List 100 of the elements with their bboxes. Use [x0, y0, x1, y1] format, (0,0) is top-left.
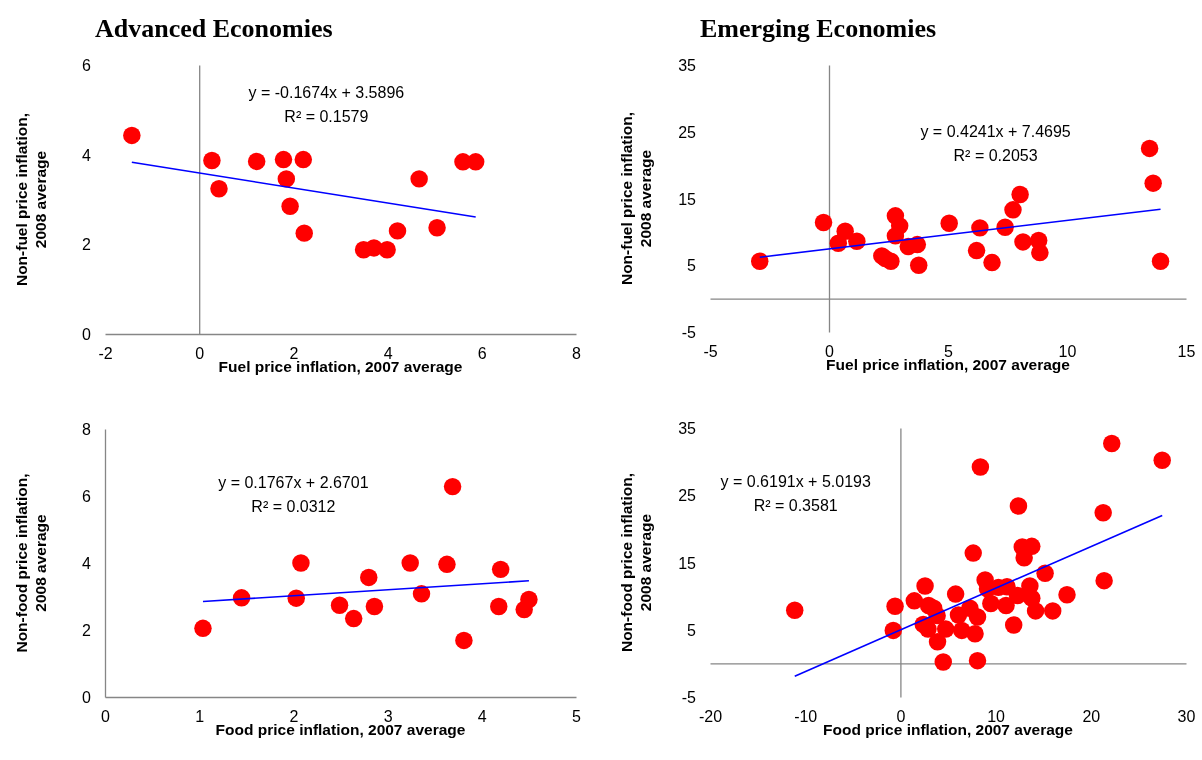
point [294, 150, 313, 169]
point [814, 213, 833, 232]
point [936, 620, 955, 638]
point [1014, 233, 1032, 251]
point [410, 170, 428, 188]
point [966, 625, 984, 643]
point [443, 477, 462, 496]
point [401, 554, 419, 572]
point [1026, 602, 1045, 620]
point [1058, 586, 1076, 604]
annotation: y = 0.1767x + 2.6701 [218, 474, 369, 492]
x-tick-label: 4 [477, 708, 487, 726]
y-tick-label: 6 [82, 488, 92, 506]
point [1153, 451, 1171, 469]
point [1144, 174, 1162, 192]
x-tick-label: 6 [477, 345, 487, 363]
point [751, 252, 769, 270]
point [210, 180, 228, 198]
y-tick-label: 8 [82, 421, 92, 439]
y-tick-label: 35 [678, 57, 697, 75]
point [785, 601, 804, 619]
point [1140, 139, 1159, 158]
annotation: R² = 0.0312 [251, 498, 336, 516]
point [997, 596, 1015, 615]
point [1103, 434, 1121, 453]
x-tick-label: 5 [572, 708, 582, 726]
point [1094, 504, 1112, 522]
point [946, 585, 965, 603]
x-tick-label: 20 [1082, 708, 1101, 726]
point [194, 619, 212, 638]
point [344, 609, 363, 628]
y-tick-label: 15 [678, 554, 697, 572]
point [964, 544, 982, 562]
point [1011, 185, 1029, 204]
point [1004, 616, 1023, 634]
point [836, 222, 854, 240]
x-tick-label: 1 [195, 708, 205, 726]
annotation: y = -0.1674x + 3.5896 [248, 83, 405, 101]
point [491, 560, 510, 579]
point [1036, 564, 1054, 582]
point [1151, 252, 1170, 270]
point [123, 126, 141, 145]
y-tick-label: 35 [678, 420, 697, 438]
point [412, 585, 431, 603]
point [1009, 497, 1028, 515]
point [274, 150, 293, 169]
point [968, 651, 987, 670]
point [247, 152, 266, 171]
point [281, 197, 299, 215]
point [455, 631, 473, 650]
point [277, 170, 296, 188]
x-tick-label: -2 [98, 345, 113, 363]
y-tick-label: 4 [82, 146, 92, 164]
y-tick-label: 15 [678, 190, 697, 208]
point [438, 555, 456, 574]
x-tick-label: 15 [1177, 343, 1196, 361]
y-tick-label: 5 [687, 257, 697, 275]
point [388, 222, 407, 240]
point [968, 608, 987, 626]
y-tick-label: 0 [82, 689, 92, 707]
annotation: y = 0.4241x + 7.4695 [920, 123, 1071, 141]
y-axis-title: Non-fuel price inflation, 2008 average [13, 112, 49, 287]
x-tick-label: 0 [195, 345, 205, 363]
annotation: R² = 0.2053 [953, 147, 1038, 165]
y-tick-label: 2 [82, 236, 92, 254]
y-tick-label: -5 [681, 324, 697, 342]
annotation: R² = 0.3581 [753, 497, 838, 515]
point [520, 590, 538, 609]
point [905, 592, 924, 610]
point [909, 256, 928, 274]
point [330, 596, 349, 614]
point [490, 597, 508, 616]
point [203, 151, 221, 170]
y-tick-label: 25 [678, 123, 697, 141]
y-tick-label: -5 [681, 689, 697, 707]
point [360, 568, 378, 587]
point [428, 219, 446, 237]
point [378, 240, 396, 259]
y-tick-label: 4 [82, 555, 92, 573]
point [292, 554, 310, 572]
y-axis-title: Non-fuel price inflation, 2008 average [618, 111, 654, 286]
point [971, 458, 990, 476]
point [940, 214, 958, 232]
x-tick-label: -5 [703, 343, 718, 361]
point [365, 597, 384, 616]
y-tick-label: 2 [82, 622, 92, 640]
point [967, 241, 986, 260]
chart-title: Advanced Economies [95, 14, 333, 43]
point [890, 217, 909, 235]
y-tick-label: 0 [82, 326, 92, 344]
chart-title: Emerging Economies [700, 14, 937, 43]
x-tick-label: -10 [794, 708, 818, 726]
y-axis-title: Non-food price inflation, 2008 average [13, 473, 49, 653]
point [1095, 571, 1113, 590]
x-tick-label: -20 [698, 708, 723, 726]
y-tick-label: 6 [82, 57, 92, 75]
x-tick-label: 30 [1177, 708, 1196, 726]
point [983, 253, 1001, 272]
point [916, 577, 934, 595]
x-tick-label: 0 [101, 708, 111, 726]
